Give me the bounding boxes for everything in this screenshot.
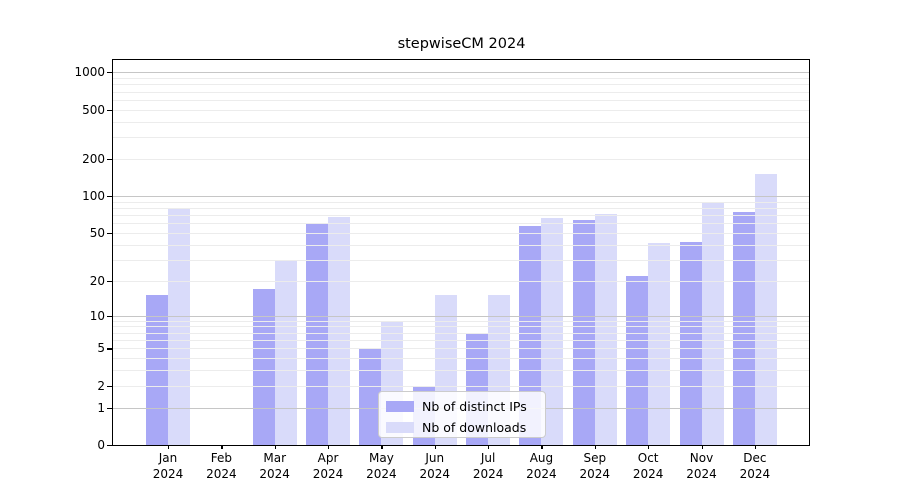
y-tick-label: 100 — [82, 189, 105, 204]
y-tick-mark — [107, 280, 112, 282]
x-tick-label-feb: Feb 2024 — [206, 451, 237, 481]
y-tick-mark — [107, 315, 112, 317]
gridline-300 — [113, 137, 809, 139]
x-tick-mark — [381, 445, 383, 449]
gridline-500 — [113, 109, 809, 111]
y-tick-label: 0 — [97, 438, 105, 452]
bar-may-distinct-ips — [359, 348, 382, 445]
y-tick-label: 50 — [89, 225, 105, 240]
gridline-200 — [113, 158, 809, 160]
legend: Nb of distinct IPs Nb of downloads — [378, 391, 546, 438]
x-tick-mark — [594, 445, 596, 449]
bar-jan-downloads — [168, 207, 190, 445]
x-tick-mark — [274, 445, 276, 449]
x-tick-label-sep: Sep 2024 — [579, 451, 611, 481]
x-tick-mark — [754, 445, 757, 449]
gridline-900 — [113, 77, 809, 79]
x-tick-label-jan: Jan 2024 — [152, 451, 184, 481]
bar-sep-downloads — [594, 213, 617, 445]
gridline-70 — [113, 215, 809, 217]
gridline-80 — [113, 207, 809, 209]
gridline-700 — [113, 91, 809, 93]
bar-aug-distinct-ips — [519, 225, 542, 445]
legend-label-downloads: Nb of downloads — [422, 420, 527, 435]
bar-mar-downloads — [274, 259, 297, 445]
x-tick-mark — [701, 445, 703, 449]
gridline-20 — [113, 280, 809, 282]
gridline-8 — [113, 326, 809, 328]
x-tick-mark — [221, 445, 223, 449]
bar-oct-downloads — [648, 243, 671, 445]
bar-nov-downloads — [701, 202, 724, 445]
gridline-40 — [113, 244, 809, 246]
x-tick-label-oct: Oct 2024 — [632, 451, 664, 481]
gridline-30 — [113, 259, 809, 261]
bar-oct-distinct-ips — [626, 275, 649, 445]
gridline-2 — [113, 385, 809, 387]
chart-title: stepwiseCM 2024 — [397, 36, 526, 52]
bar-mar-distinct-ips — [252, 289, 275, 445]
gridline-90 — [113, 201, 809, 203]
y-tick-mark — [107, 158, 112, 161]
y-tick-label: 20 — [89, 273, 105, 288]
legend-label-distinct-ips: Nb of distinct IPs — [422, 399, 527, 414]
y-tick-label: 1 — [97, 400, 105, 415]
gridline-60 — [113, 223, 809, 225]
x-tick-label-may: May 2024 — [366, 451, 397, 481]
y-tick-mark — [107, 109, 112, 111]
y-tick-mark — [107, 348, 112, 350]
legend-entry-distinct-ips: Nb of distinct IPs — [386, 398, 545, 415]
gridline-4 — [113, 358, 809, 360]
x-tick-label-dec: Dec 2024 — [739, 451, 771, 481]
legend-swatch-distinct-ips — [386, 401, 414, 412]
bar-aug-downloads — [541, 218, 564, 445]
bar-sep-distinct-ips — [572, 219, 595, 445]
gridline-6 — [113, 340, 809, 342]
x-tick-label-apr: Apr 2024 — [312, 451, 344, 481]
gridline-5 — [113, 348, 809, 350]
bar-nov-distinct-ips — [679, 242, 702, 445]
x-tick-label-aug: Aug 2024 — [526, 451, 557, 481]
y-tick-mark — [107, 385, 112, 387]
gridline-9 — [113, 320, 809, 322]
legend-entry-downloads: Nb of downloads — [386, 419, 545, 436]
x-tick-mark — [168, 445, 170, 449]
y-tick-label: 10 — [89, 308, 105, 323]
x-tick-mark — [648, 445, 650, 449]
x-tick-mark — [488, 445, 490, 449]
y-tick-label: 1000 — [74, 65, 105, 80]
gridline-400 — [113, 121, 809, 123]
gridline-7 — [113, 332, 809, 334]
bar-dec-downloads — [754, 173, 777, 445]
bar-apr-distinct-ips — [306, 223, 329, 445]
x-tick-label-nov: Nov 2024 — [686, 451, 717, 481]
y-tick-label: 5 — [97, 341, 105, 356]
gridline-600 — [113, 99, 809, 101]
y-tick-mark — [107, 407, 112, 409]
gridline-100 — [113, 196, 809, 198]
y-tick-label: 2 — [97, 378, 105, 393]
legend-swatch-downloads — [386, 422, 414, 433]
x-tick-mark — [541, 445, 543, 449]
x-tick-label-mar: Mar 2024 — [259, 451, 290, 481]
x-tick-mark — [434, 445, 436, 449]
x-tick-label-jun: Jun 2024 — [419, 451, 451, 481]
y-tick-mark — [107, 232, 112, 235]
bar-dec-distinct-ips — [732, 212, 755, 445]
bar-apr-downloads — [328, 217, 351, 445]
y-tick-mark — [107, 72, 112, 74]
y-tick-label: 500 — [82, 102, 105, 117]
gridline-3 — [113, 370, 809, 372]
y-tick-label: 200 — [82, 151, 105, 166]
x-tick-label-jul: Jul 2024 — [472, 451, 504, 481]
gridline-1000 — [113, 72, 809, 74]
gridline-50 — [113, 232, 809, 234]
y-tick-mark — [107, 196, 112, 198]
gridline-800 — [113, 84, 809, 86]
y-tick-mark — [107, 445, 112, 447]
gridline-10 — [113, 315, 809, 317]
x-tick-mark — [328, 445, 330, 449]
